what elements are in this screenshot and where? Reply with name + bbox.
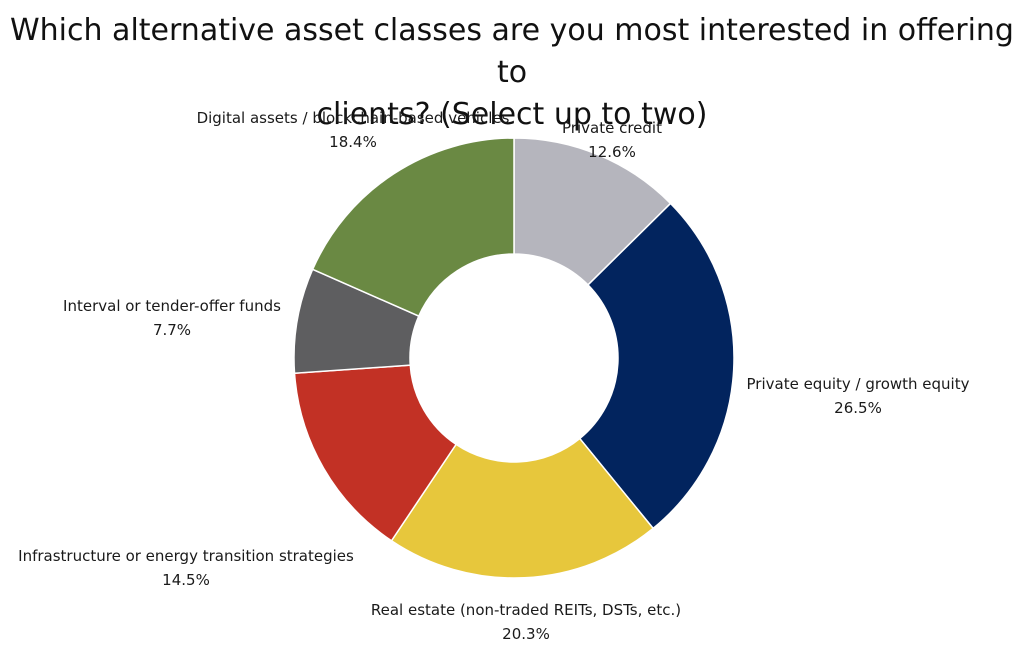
slice-label-value: 26.5% — [747, 396, 970, 420]
slice-label-name: Digital assets / blockchain-based vehicl… — [197, 106, 510, 130]
slice-label-name: Private equity / growth equity — [747, 372, 970, 396]
slice-label-name: Private credit — [562, 116, 662, 140]
slice-label-value: 7.7% — [63, 318, 281, 342]
slice-label-value: 18.4% — [197, 130, 510, 154]
slice-label-name: Infrastructure or energy transition stra… — [18, 544, 354, 568]
slice-label-1: Private credit 12.6% — [562, 116, 662, 164]
slice-label-5: Interval or tender-offer funds 7.7% — [63, 294, 281, 342]
slice-label-4: Infrastructure or energy transition stra… — [18, 544, 354, 592]
slice-label-name: Real estate (non-traded REITs, DSTs, etc… — [371, 598, 681, 622]
slice-label-3: Real estate (non-traded REITs, DSTs, etc… — [371, 598, 681, 646]
slice-label-2: Private equity / growth equity 26.5% — [747, 372, 970, 420]
slice-label-value: 20.3% — [371, 622, 681, 646]
slice-label-name: Interval or tender-offer funds — [63, 294, 281, 318]
slice-label-value: 14.5% — [18, 568, 354, 592]
slice-label-value: 12.6% — [562, 140, 662, 164]
slice-label-6: Digital assets / blockchain-based vehicl… — [197, 106, 510, 154]
